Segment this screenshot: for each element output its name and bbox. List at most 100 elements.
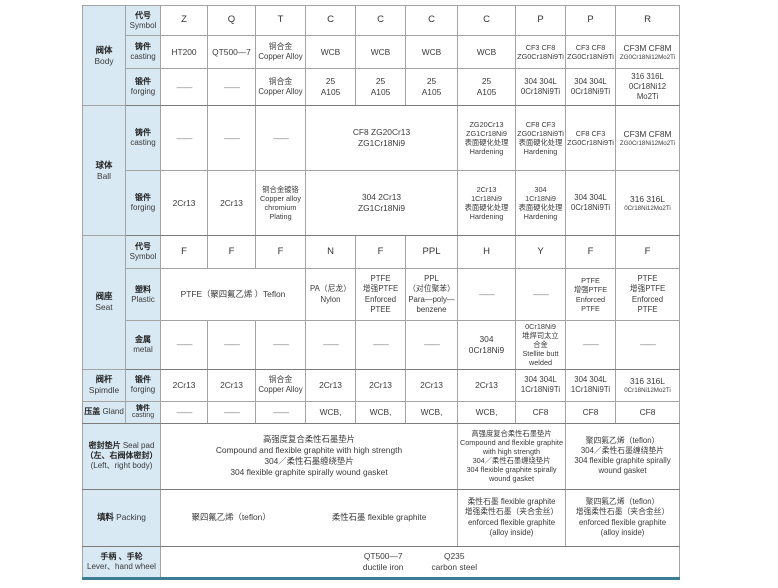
cell-seat-metal-q: —— [207, 320, 256, 370]
cell-seat-plastic-r: PTFE 增强PTFE Enforced PTFE [615, 268, 680, 321]
cell-ball-casting-p1: CF8 CF3 ZG0Cr18Ni9Ti 表面硬化处理 Hardening [515, 105, 566, 171]
lever-carbon-steel-text: Q235 carbon steel [431, 550, 478, 572]
cell-spindle-q: 2Cr13 [207, 368, 256, 402]
packing-teflon-text: 聚四氟乙烯（teflon） [191, 512, 271, 523]
cell-seat-metal-t: —— [255, 320, 306, 370]
sub-label-symbol: 代号 Symbol [125, 235, 161, 269]
cell-sealpad-right: 聚四氟乙烯（teflon） 304／柔性石墨缠绕垫片 304 flexible … [565, 422, 680, 490]
sub-label-metal: 金属 metal [125, 320, 161, 370]
row-body-forging: 锻件 forging —— —— 铜合金 Copper Alloy 25 A105… [83, 68, 680, 106]
cell-spindle-c1: 2Cr13 [305, 368, 356, 402]
cell-ball-forging-c4: 2Cr13 1Cr18Ni9 表面硬化处理 Hardening [457, 170, 516, 236]
sub-label-symbol: 代号 Symbol [125, 5, 161, 36]
cell-gland-c4: WCB, [457, 400, 516, 424]
cell-body-casting-r: CF3M CF8M ZG0Cr18Ni12Mo2Ti [615, 35, 680, 69]
sub-label-casting: 铸件 casting [125, 105, 161, 171]
materials-table: 阀体 Body 代号 Symbol Z Q T C C C C P P R 铸件 ca… [82, 5, 680, 580]
cell-sealpad-wide: 高强度复合柔性石墨垫片 Compound and flexible graphi… [160, 422, 458, 490]
cell-body-forging-t: 铜合金 Copper Alloy [255, 68, 306, 106]
cell-spindle-c2: 2Cr13 [355, 368, 406, 402]
cell-body-forging-z: —— [160, 68, 208, 106]
cell-seat-symbol-z: F [160, 235, 208, 269]
sub-label-forging: 锻件 forging [125, 68, 161, 106]
row-gland-casting: 压盖 Gland 铸件 casting —— —— —— WCB, WCB, WC… [82, 400, 680, 424]
cell-ball-casting-t: —— [255, 105, 306, 171]
cell-seat-symbol-p1: Y [515, 235, 566, 269]
cell-seat-plastic-c1: PA（尼龙） Nylon [305, 268, 356, 321]
cell-sealpad-mid: 高强度复合柔性石墨垫片 Compound and flexible graphi… [457, 422, 566, 490]
col-header-r: R [615, 5, 680, 36]
cell-gland-q: —— [207, 400, 256, 424]
col-header-t: T [255, 5, 306, 36]
group-label-spindle: 阀杆 Spimdle [82, 368, 126, 402]
cell-body-forging-r: 316 316L 0Cr18Ni12 Mo2Ti [615, 68, 680, 106]
cell-ball-casting-r: CF3M CF8M ZG0Cr18Ni12Mo2Ti [615, 105, 680, 171]
col-header-c4: C [457, 5, 516, 36]
cell-ball-forging-c123: 304 2Cr13 ZG1Cr18Ni9 [305, 170, 458, 236]
group-label-lever: 手柄 、手轮 Lever、hand wheel [82, 545, 161, 580]
cell-body-casting-p2: CF3 CF8 ZG0Cr18Ni9Ti [565, 35, 616, 69]
group-label-body: 阀体 Body [82, 5, 126, 106]
group-label-ball: 球体 Ball [82, 105, 126, 236]
group-label-packing: 填料 Packing [82, 488, 161, 547]
cell-seat-metal-p1: 0Cr18Ni9 堆焊司太立 合金 Stellite butt welded [515, 320, 566, 370]
cell-body-forging-p1: 304 304L 0Cr18Ni9Ti [515, 68, 566, 106]
cell-seat-symbol-p2: F [565, 235, 616, 269]
cell-seat-symbol-c1: N [305, 235, 356, 269]
cell-gland-t: —— [255, 400, 306, 424]
cell-gland-c2: WCB, [355, 400, 406, 424]
cell-lever-materials: QT500—7 ductile iron Q235 carbon steel [160, 545, 680, 580]
cell-body-casting-p1: CF3 CF8 ZG0Cr18Ni9Ti [515, 35, 566, 69]
cell-ball-forging-r: 316 316L 0Cr18Ni12Mo2Ti [615, 170, 680, 236]
cell-spindle-r: 316 316L 0Cr18Ni12Mo2Ti [615, 368, 680, 402]
cell-ball-casting-c123: CF8 ZG20Cr13 ZG1Cr18Ni9 [305, 105, 458, 171]
cell-seat-metal-c3: —— [405, 320, 458, 370]
col-header-p2: P [565, 5, 616, 36]
col-header-c1: C [305, 5, 356, 36]
cell-ball-forging-z: 2Cr13 [160, 170, 208, 236]
cell-ball-forging-p2: 304 304L 0Cr18Ni9Ti [565, 170, 616, 236]
col-header-c3: C [405, 5, 458, 36]
cell-seat-symbol-c3: PPL [405, 235, 458, 269]
col-header-c2: C [355, 5, 406, 36]
cell-body-casting-q: QT500—7 [207, 35, 256, 69]
group-label-gland: 压盖 Gland [82, 400, 126, 424]
cell-spindle-p2: 304 304L 1Cr18Ni9Ti [565, 368, 616, 402]
cell-gland-p1: CF8 [515, 400, 566, 424]
cell-seat-metal-r: —— [615, 320, 680, 370]
cell-body-casting-c2: WCB [355, 35, 406, 69]
cell-spindle-z: 2Cr13 [160, 368, 208, 402]
cell-gland-z: —— [160, 400, 208, 424]
cell-body-forging-p2: 304 304L 0Cr18Ni9Ti [565, 68, 616, 106]
cell-ball-casting-q: —— [207, 105, 256, 171]
col-header-p1: P [515, 5, 566, 36]
cell-packing-mid: 柔性石墨 flexible graphite 增强柔性石墨（夹合金丝） enfo… [457, 488, 566, 547]
row-sealpad: 密封垫片 Seal pad （左、右阀体密封） (Left、right body) … [82, 422, 680, 490]
cell-seat-metal-p2: —— [565, 320, 616, 370]
cell-body-forging-q: —— [207, 68, 256, 106]
cell-gland-p2: CF8 [565, 400, 616, 424]
cell-body-casting-c4: WCB [457, 35, 516, 69]
cell-ball-casting-z: —— [160, 105, 208, 171]
cell-seat-symbol-c4: H [457, 235, 516, 269]
cell-seat-plastic-zqt: PTFE（聚四氟乙烯 ）Teflon [160, 268, 306, 321]
sub-label-forging: 锻件 forging [125, 170, 161, 236]
cell-gland-c1: WCB, [305, 400, 356, 424]
cell-seat-symbol-r: F [615, 235, 680, 269]
row-symbol-header: 阀体 Body 代号 Symbol Z Q T C C C C P P R [82, 5, 680, 106]
row-spindle-forging: 阀杆 Spimdle 锻件 forging 2Cr13 2Cr13 铜合金 Copp… [82, 368, 680, 402]
cell-body-forging-c2: 25 A105 [355, 68, 406, 106]
cell-seat-plastic-c4: —— [457, 268, 516, 321]
cell-seat-metal-c2: —— [355, 320, 406, 370]
cell-seat-plastic-p1: —— [515, 268, 566, 321]
packing-graphite-text: 柔性石墨 flexible graphite [331, 512, 427, 523]
row-ball-forging: 锻件 forging 2Cr13 2Cr13 铜合金镀铬 Copper alloy… [83, 170, 680, 236]
row-ball-casting: 球体 Ball 铸件 casting —— —— —— CF8 ZG20Cr13 Z… [82, 105, 680, 236]
cell-ball-casting-c4: ZG20Cr13 ZG1Cr18Ni9 表面硬化处理 Hardening [457, 105, 516, 171]
cell-body-casting-z: HT200 [160, 35, 208, 69]
cell-seat-symbol-c2: F [355, 235, 406, 269]
cell-spindle-t: 铜合金 Copper Alloy [255, 368, 306, 402]
cell-gland-c3: WCB, [405, 400, 458, 424]
row-packing: 填料 Packing 聚四氟乙烯（teflon） 柔性石墨 flexible gr… [82, 488, 680, 547]
cell-spindle-c4: 2Cr13 [457, 368, 516, 402]
